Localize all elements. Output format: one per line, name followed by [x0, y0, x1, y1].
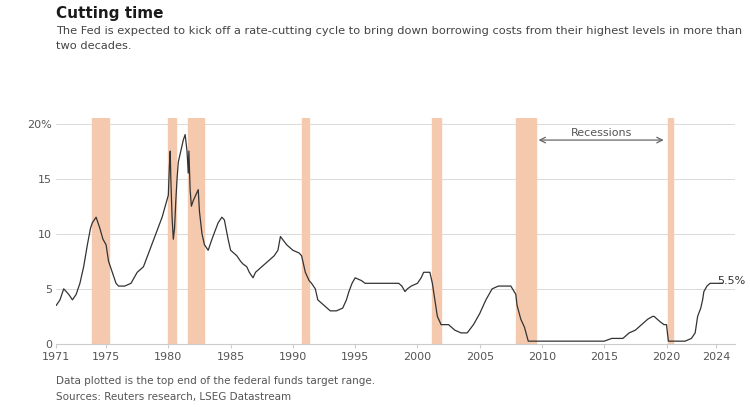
Bar — [432, 118, 441, 344]
Bar — [668, 118, 673, 344]
Bar — [302, 118, 309, 344]
Bar — [92, 118, 109, 344]
Bar — [516, 118, 536, 344]
Bar — [188, 118, 205, 344]
Text: Recessions: Recessions — [571, 129, 632, 138]
Text: Sources: Reuters research, LSEG Datastream: Sources: Reuters research, LSEG Datastre… — [56, 392, 291, 402]
Text: two decades.: two decades. — [56, 41, 132, 51]
Text: 5.5%: 5.5% — [718, 276, 746, 286]
Text: Data plotted is the top end of the federal funds target range.: Data plotted is the top end of the feder… — [56, 376, 375, 387]
Text: Cutting time: Cutting time — [56, 6, 164, 21]
Text: The Fed is expected to kick off a rate-cutting cycle to bring down borrowing cos: The Fed is expected to kick off a rate-c… — [56, 26, 742, 37]
Bar — [168, 118, 176, 344]
